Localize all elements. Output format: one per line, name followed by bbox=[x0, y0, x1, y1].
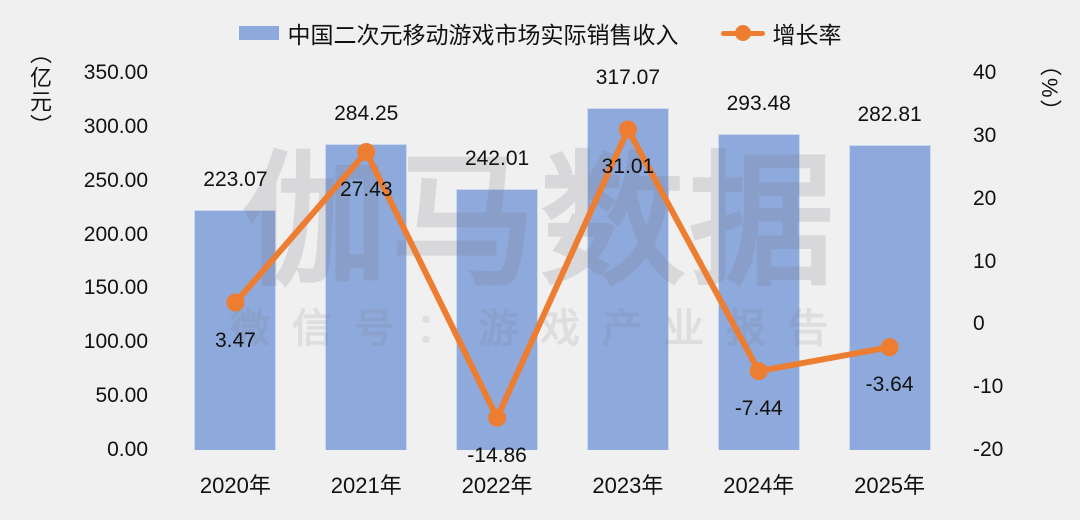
right-axis-title: （%） bbox=[1037, 54, 1062, 124]
left-axis-tick: 0.00 bbox=[107, 438, 148, 461]
line-value-label: 27.43 bbox=[339, 177, 393, 201]
line-point-2024年 bbox=[749, 362, 768, 381]
line-point-2025年 bbox=[880, 338, 899, 357]
legend-bar-swatch bbox=[238, 26, 279, 40]
bar-value-label: 317.07 bbox=[595, 66, 661, 90]
growth-line bbox=[232, 126, 893, 421]
bar-value-label: 282.81 bbox=[857, 103, 922, 127]
x-axis-label-2022年: 2022年 bbox=[461, 473, 533, 498]
line-value-label: 3.47 bbox=[214, 328, 256, 352]
left-axis-tick: 350.00 bbox=[83, 61, 148, 84]
left-axis-tick: 100.00 bbox=[83, 330, 148, 354]
legend: 中国二次元移动游戏市场实际销售收入 增长率 bbox=[0, 18, 1080, 48]
left-axis-tick: 250.00 bbox=[83, 168, 148, 192]
right-axis-tick: 30 bbox=[973, 123, 997, 147]
right-axis-tick: 10 bbox=[973, 249, 997, 273]
bar-2021年 bbox=[325, 143, 408, 450]
line-point-2023年 bbox=[618, 120, 637, 139]
bar-value-label: 293.48 bbox=[726, 91, 791, 115]
x-axis-label-2021年: 2021年 bbox=[330, 473, 402, 498]
watermark-title: 伽马数据 bbox=[242, 141, 838, 303]
right-axis-tick: 20 bbox=[973, 186, 997, 210]
bar-2023年 bbox=[586, 108, 669, 450]
legend-bar-label: 中国二次元移动游戏市场实际销售收入 bbox=[287, 22, 679, 48]
x-axis-label-2020年: 2020年 bbox=[199, 473, 271, 498]
right-axis-tick: -10 bbox=[973, 375, 1004, 399]
right-axis-tick: 0 bbox=[973, 312, 985, 336]
legend-line-dot bbox=[734, 25, 751, 41]
left-axis-tick: 150.00 bbox=[83, 276, 148, 300]
line-point-2021年 bbox=[357, 142, 376, 161]
bar-value-label: 242.01 bbox=[464, 147, 530, 171]
bar-value-label: 223.07 bbox=[203, 167, 268, 191]
line-value-label: -3.64 bbox=[865, 373, 914, 397]
line-point-2022年 bbox=[488, 408, 507, 427]
legend-line-label: 增长率 bbox=[772, 22, 842, 48]
legend-line-marker-icon bbox=[720, 25, 765, 41]
right-axis-tick: 40 bbox=[973, 61, 997, 84]
left-axis-tick: 200.00 bbox=[83, 222, 148, 246]
bar-value-label: 284.25 bbox=[334, 101, 399, 125]
x-axis-label-2024年: 2024年 bbox=[723, 473, 795, 498]
x-axis-label-2025年: 2025年 bbox=[854, 473, 926, 498]
bar-2025年 bbox=[848, 145, 931, 450]
line-value-label: 31.01 bbox=[601, 155, 655, 179]
bar-2020年 bbox=[194, 209, 277, 450]
left-axis-tick: 50.00 bbox=[95, 384, 148, 408]
right-axis-tick: -20 bbox=[973, 438, 1004, 461]
left-axis-tick: 300.00 bbox=[83, 114, 148, 138]
bar-2022年 bbox=[456, 189, 539, 450]
x-axis-label-2023年: 2023年 bbox=[592, 473, 664, 498]
line-point-2020年 bbox=[226, 293, 245, 312]
left-axis-title: （亿元） bbox=[27, 42, 52, 138]
line-value-label: -14.86 bbox=[467, 443, 527, 467]
line-value-label: -7.44 bbox=[734, 397, 783, 421]
